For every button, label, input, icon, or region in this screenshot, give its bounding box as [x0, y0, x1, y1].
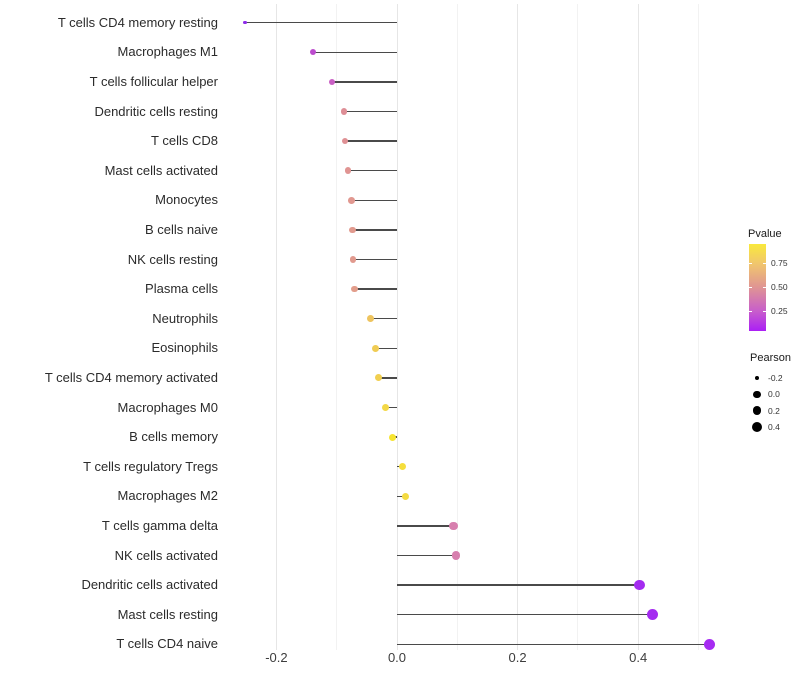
row-label: Plasma cells	[145, 281, 218, 297]
row-label: T cells gamma delta	[101, 517, 218, 533]
lollipop-stem	[397, 643, 710, 646]
lollipop-stem	[397, 495, 406, 498]
row-label: Macrophages M2	[117, 488, 218, 504]
lollipop-dot	[401, 492, 409, 500]
row-label: Macrophages M0	[117, 399, 218, 415]
pearson-legend-dot	[752, 421, 762, 432]
colorbar-tick-label: 0.25	[771, 305, 788, 316]
x-tick-label: 0.2	[508, 650, 527, 665]
row-label: T cells CD4 memory activated	[44, 369, 218, 385]
lollipop-stem	[352, 229, 397, 231]
lollipop-dot	[351, 285, 359, 293]
gridline-minor	[456, 4, 458, 650]
lollipop-stem	[331, 81, 397, 83]
row-label: Macrophages M1	[117, 44, 218, 60]
row-label: T cells CD4 naive	[116, 636, 218, 652]
pearson-legend-label: 0.4	[768, 421, 780, 432]
gridline-major	[396, 4, 398, 650]
colorbar-tick	[749, 287, 752, 289]
lollipop-stem	[370, 317, 397, 320]
lollipop-dot	[375, 374, 383, 382]
lollipop-dot	[389, 433, 397, 441]
row-label: Eosinophils	[151, 340, 219, 356]
lollipop-stem	[345, 140, 397, 142]
colorbar-tick	[749, 310, 752, 312]
row-label: Mast cells resting	[117, 606, 218, 622]
row-label: B cells memory	[129, 429, 218, 445]
gridline-major	[275, 4, 277, 650]
lollipop-dot	[382, 404, 390, 411]
row-label: Dendritic cells resting	[94, 103, 218, 119]
lollipop-stem	[378, 377, 397, 379]
pearson-legend-label: 0.2	[768, 405, 780, 416]
lollipop-stem	[354, 288, 397, 290]
lollipop-dot	[347, 196, 355, 204]
lollipop-stem	[245, 21, 397, 24]
gridline-minor	[698, 4, 699, 650]
lollipop-stem	[351, 199, 397, 202]
lollipop-stem	[313, 51, 397, 54]
lollipop-stem	[397, 554, 457, 557]
colorbar-tick	[749, 263, 752, 265]
row-label: NK cells resting	[127, 251, 218, 267]
lollipop-stem	[375, 347, 397, 350]
lollipop-dot	[371, 344, 379, 352]
lollipop-stem	[352, 258, 397, 261]
lollipop-dot	[367, 315, 374, 323]
x-tick-label: -0.2	[265, 650, 288, 665]
row-label: Dendritic cells activated	[81, 577, 218, 593]
lollipop-stem	[397, 613, 653, 616]
row-label: T cells CD4 memory resting	[57, 14, 218, 30]
gridline-minor	[577, 4, 579, 650]
pearson-legend-title: Pearson	[750, 352, 791, 364]
row-label: Mast cells activated	[104, 162, 218, 178]
lollipop-dot	[349, 256, 357, 263]
lollipop-dot	[310, 49, 317, 56]
lollipop-dot	[243, 20, 247, 25]
lollipop-dot	[398, 463, 406, 471]
lollipop-dot	[344, 167, 352, 174]
x-tick-label: 0.4	[629, 650, 648, 665]
colorbar-tick	[763, 287, 766, 289]
pearson-legend-dot	[754, 376, 760, 381]
row-label: Neutrophils	[152, 310, 218, 326]
colorbar-tick	[763, 263, 766, 265]
pearson-legend-label: -0.2	[768, 373, 783, 384]
pearson-legend-dot	[752, 406, 762, 415]
x-tick-label: 0.0	[387, 650, 407, 665]
row-label: T cells regulatory Tregs	[83, 458, 218, 474]
lollipop-stem	[385, 406, 397, 409]
colorbar-tick-label: 0.75	[771, 258, 788, 269]
gridline-minor	[336, 4, 338, 650]
lollipop-dot	[703, 638, 716, 651]
lollipop-dot	[349, 226, 356, 234]
gridline-major	[637, 4, 639, 650]
pearson-legend-dot	[753, 390, 761, 399]
lollipop-dot	[634, 579, 645, 591]
pvalue-colorbar	[749, 244, 766, 331]
row-label: T cells follicular helper	[89, 73, 218, 89]
lollipop-dot	[340, 108, 348, 115]
lollipop-dot	[341, 137, 349, 145]
colorbar-tick-label: 0.50	[771, 282, 788, 293]
lollipop-stem	[397, 525, 454, 527]
pearson-legend-label: 0.0	[768, 389, 780, 400]
lollipop-dot	[451, 551, 461, 560]
row-label: B cells naive	[145, 221, 218, 237]
row-label: NK cells activated	[114, 547, 218, 563]
lollipop-dot	[647, 609, 659, 621]
gridline-major	[517, 4, 519, 650]
row-label: Monocytes	[155, 192, 218, 208]
row-label: T cells CD8	[151, 133, 218, 149]
lollipop-dot	[328, 78, 336, 86]
lollipop-dot	[449, 521, 459, 531]
lollipop-stem	[397, 584, 640, 586]
pvalue-legend-title: Pvalue	[748, 228, 782, 240]
lollipop-stem	[343, 110, 397, 113]
lollipop-stem	[348, 169, 397, 172]
colorbar-tick	[763, 310, 766, 312]
